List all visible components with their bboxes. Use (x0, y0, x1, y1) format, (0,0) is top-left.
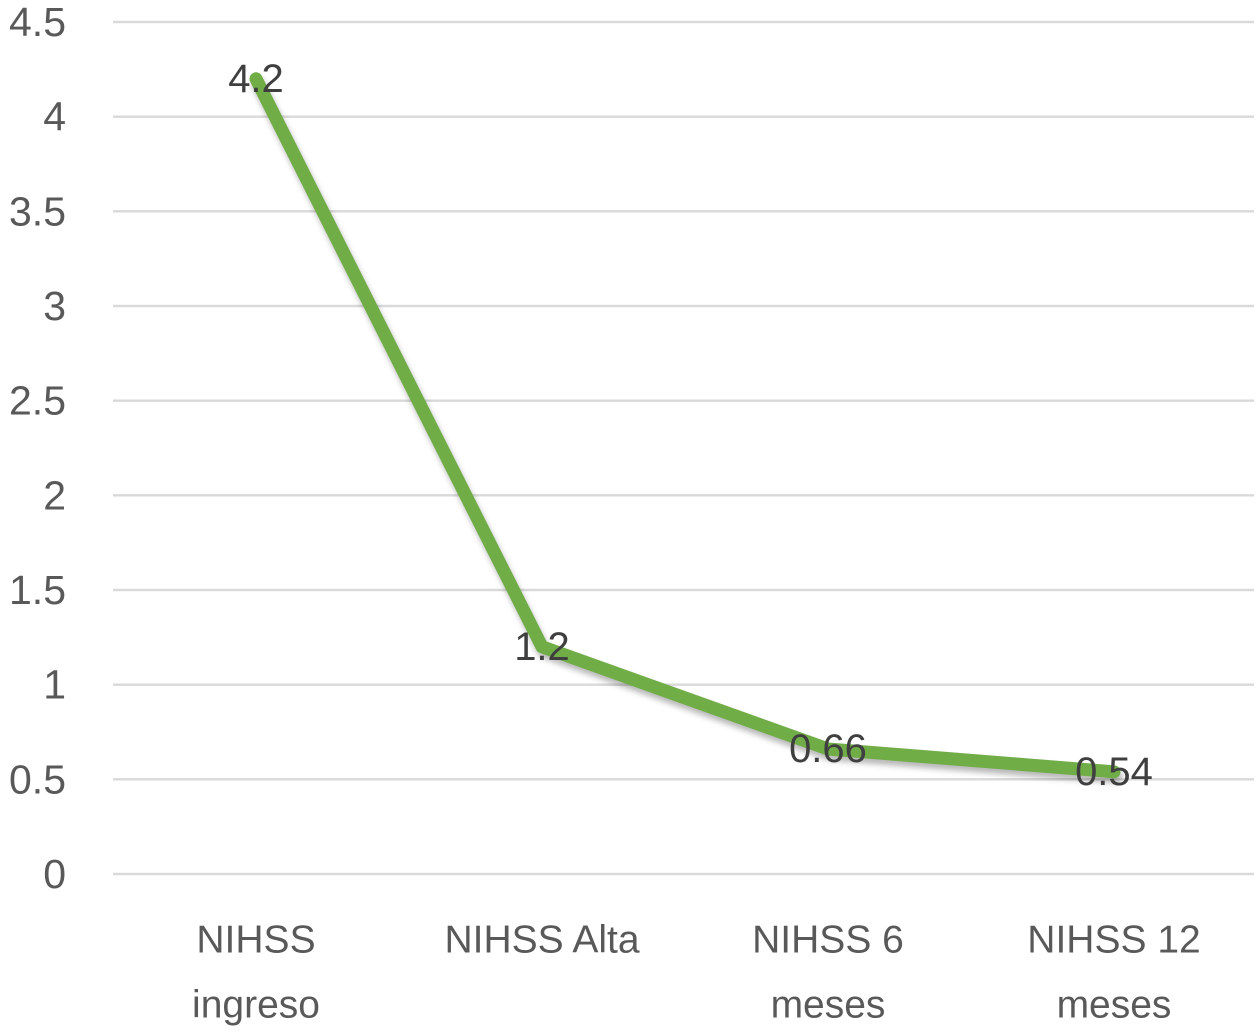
y-axis-labels-group: 0 0.5 1 1.5 2 2.5 3 3.5 4 4.5 (9, 0, 66, 897)
x-axis-category-label: NIHSS Alta (444, 919, 639, 962)
y-axis-tick-label: 0.5 (9, 756, 66, 802)
series-line (249, 72, 1121, 779)
data-label: 0.66 (789, 727, 867, 771)
x-axis-category-label: NIHSS ingreso (192, 919, 320, 1027)
data-label: 0.54 (1075, 750, 1153, 794)
y-axis-tick-label: 4 (43, 94, 66, 140)
data-label: 4.2 (228, 57, 284, 101)
series-group (249, 72, 1121, 779)
y-axis-tick-label: 2 (43, 472, 66, 518)
data-label: 1.2 (514, 625, 570, 669)
data-labels-group: 4.2 1.2 0.66 0.54 (228, 57, 1153, 794)
x-axis-category-label: NIHSS 12 meses (1027, 919, 1200, 1027)
y-axis-tick-label: 2.5 (9, 378, 66, 424)
y-axis-tick-label: 1 (43, 662, 66, 708)
x-axis-category-label: NIHSS 6 meses (752, 919, 904, 1027)
y-axis-tick-label: 0 (43, 851, 66, 897)
x-axis-labels-group: NIHSS ingreso NIHSS Alta NIHSS 6 meses NIHSS … (192, 919, 1201, 1027)
y-axis-tick-label: 4.5 (9, 0, 66, 45)
y-axis-tick-label: 3 (43, 283, 66, 329)
y-axis-tick-label: 1.5 (9, 567, 66, 613)
y-axis-tick-label: 3.5 (9, 188, 66, 234)
gridlines-group (113, 20, 1254, 876)
